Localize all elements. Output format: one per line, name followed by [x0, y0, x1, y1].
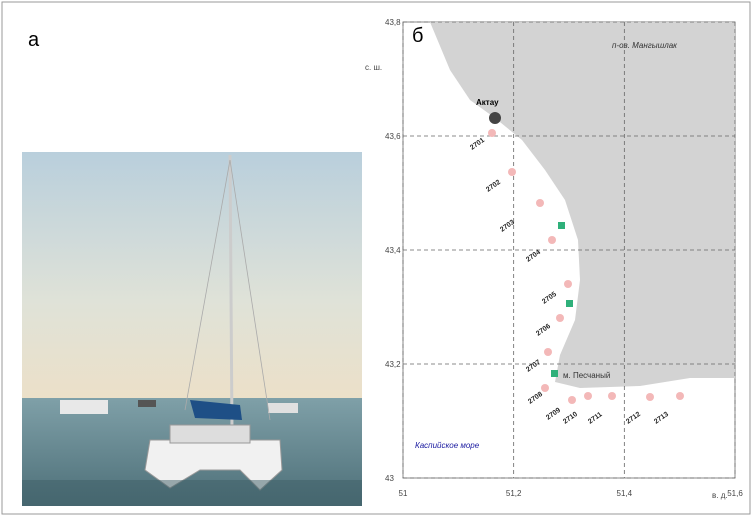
- x-tick-label: 51,6: [727, 489, 743, 498]
- panel-label: б: [412, 25, 423, 47]
- station-marker: [548, 236, 556, 244]
- station-marker: [608, 392, 616, 400]
- x-tick-label: 51,4: [617, 489, 633, 498]
- y-tick-label: 43: [385, 474, 394, 483]
- y-tick-label: 43,2: [385, 360, 401, 369]
- station-marker: [556, 314, 564, 322]
- station-sample: [551, 370, 558, 377]
- station-marker: [646, 393, 654, 401]
- peninsula-label: п-ов. Мангышлак: [612, 41, 678, 50]
- city-label: Актау: [476, 98, 499, 107]
- photo: [22, 152, 362, 506]
- station-marker: [544, 348, 552, 356]
- x-tick-label: 51: [399, 489, 408, 498]
- figure: а Актау п-ов. Мангышлак м. Песчаный Касп…: [0, 0, 752, 516]
- station-marker: [584, 392, 592, 400]
- station-marker: [488, 129, 496, 137]
- station-marker: [508, 168, 516, 176]
- station-marker: [536, 199, 544, 207]
- lon-unit: в. д.: [712, 491, 728, 500]
- station-marker: [568, 396, 576, 404]
- y-tick-label: 43,8: [385, 18, 401, 27]
- cape-label: м. Песчаный: [563, 371, 610, 380]
- station-marker: [541, 384, 549, 392]
- station-marker: [564, 280, 572, 288]
- lat-unit: с. ш.: [365, 63, 382, 72]
- x-tick-label: 51,2: [506, 489, 522, 498]
- station-marker: [676, 392, 684, 400]
- station-sample: [558, 222, 565, 229]
- y-tick-label: 43,4: [385, 246, 401, 255]
- station-sample: [566, 300, 573, 307]
- y-tick-label: 43,6: [385, 132, 401, 141]
- panel-label: а: [28, 29, 40, 51]
- sea-label: Каспийское море: [415, 441, 480, 450]
- city-marker: [489, 112, 501, 124]
